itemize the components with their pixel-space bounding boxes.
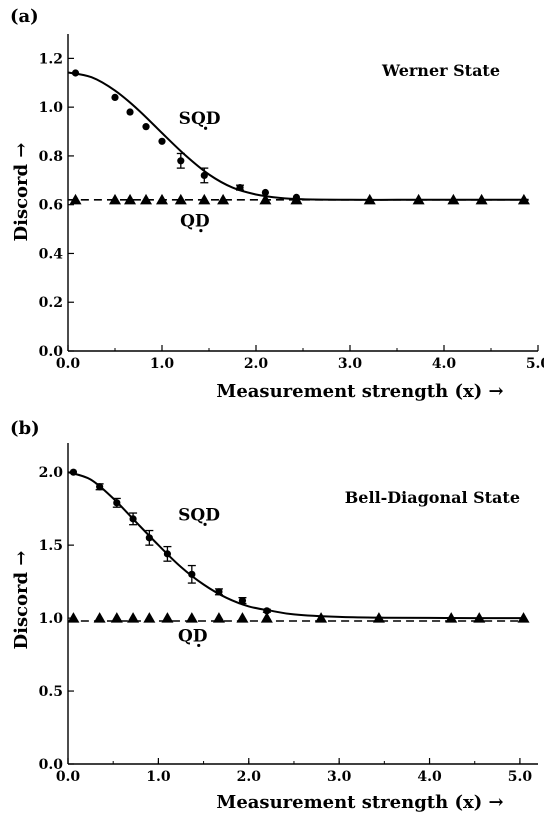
x-tick-label: 0.0 bbox=[56, 356, 81, 372]
sqd-point bbox=[261, 188, 269, 197]
qd-point bbox=[260, 612, 273, 623]
annotation-sqd: SQD bbox=[178, 505, 220, 525]
qd-point bbox=[185, 612, 198, 623]
x-tick-label: 0.0 bbox=[56, 769, 81, 785]
x-tick-label: 1.0 bbox=[150, 356, 175, 372]
fit-curve bbox=[67, 471, 524, 620]
sqd-point bbox=[177, 157, 185, 165]
qd-point bbox=[127, 612, 140, 623]
x-axis-label: Measurement strength (x) → bbox=[216, 381, 503, 402]
qd-point bbox=[109, 193, 121, 205]
y-tick-label: 0.5 bbox=[39, 684, 63, 700]
x-tick-label: 5.0 bbox=[526, 356, 544, 372]
y-tick-label: 1.5 bbox=[39, 538, 63, 554]
y-tick-label: 0.2 bbox=[39, 295, 63, 311]
y-tick-label: 0.0 bbox=[39, 344, 64, 360]
x-tick-label: 4.0 bbox=[417, 769, 442, 785]
state-title: Bell-Diagonal State bbox=[345, 488, 520, 507]
annotation-sqd: SQD bbox=[179, 109, 221, 129]
annotation-qd: QD bbox=[180, 212, 210, 232]
sqd-point bbox=[111, 93, 119, 101]
fit-curve bbox=[67, 71, 529, 201]
qd-point bbox=[93, 612, 106, 623]
qd-point bbox=[236, 612, 249, 623]
annotation-pointer bbox=[197, 643, 201, 648]
panel-bell-diagonal-state: 0.0 1.0 2.0 3.0 4.0 5.0 0.0 0.5 1.0 1.5 2.0 (b) Bell… bbox=[10, 418, 538, 813]
qd-point bbox=[67, 612, 80, 623]
qd-point bbox=[217, 193, 230, 205]
sqd-point bbox=[142, 123, 150, 131]
y-tick-label: 0.8 bbox=[39, 149, 63, 165]
y-axis-label: Discord → bbox=[11, 143, 32, 242]
sqd-point bbox=[158, 137, 166, 145]
qd-point bbox=[124, 193, 137, 205]
y-axis-label: Discord → bbox=[11, 551, 32, 650]
qd-point bbox=[143, 612, 156, 623]
y-tick-label: 0.0 bbox=[39, 757, 64, 773]
panel-label: (a) bbox=[10, 6, 39, 27]
y-tick-label: 0.6 bbox=[39, 198, 63, 214]
x-tick-label: 4.0 bbox=[432, 356, 457, 372]
panel-label: (b) bbox=[10, 418, 40, 439]
x-tick-label: 2.0 bbox=[244, 356, 269, 372]
qd-point bbox=[161, 612, 174, 623]
state-title: Werner State bbox=[381, 61, 500, 80]
y-tick-label: 1.2 bbox=[39, 51, 63, 67]
y-tick-label: 1.0 bbox=[39, 100, 64, 116]
annotation-pointer bbox=[204, 126, 208, 130]
qd-point bbox=[174, 193, 187, 205]
y-tick-label: 1.0 bbox=[39, 611, 64, 627]
qd-point bbox=[110, 612, 123, 623]
y-tick-label: 2.0 bbox=[39, 465, 64, 481]
x-tick-label: 3.0 bbox=[327, 769, 352, 785]
annotation-pointer bbox=[203, 522, 207, 526]
x-tick-label: 1.0 bbox=[146, 769, 171, 785]
y-tick-label: 0.4 bbox=[39, 246, 64, 262]
x-tick-label: 5.0 bbox=[508, 769, 533, 785]
qd-point bbox=[212, 612, 225, 623]
annotation-pointer bbox=[199, 229, 203, 233]
sqd-point bbox=[238, 596, 247, 605]
x-axis-label: Measurement strength (x) → bbox=[216, 792, 503, 813]
panel-werner-state: 0.0 1.0 2.0 3.0 4.0 5.0 0.0 0.2 0.4 0.6 0.8 1.0 1.2 (… bbox=[10, 6, 544, 402]
qd-point bbox=[517, 612, 530, 623]
annotation-qd: QD bbox=[178, 626, 208, 646]
sqd-point bbox=[126, 108, 134, 116]
x-tick-label: 3.0 bbox=[338, 356, 363, 372]
qd-point bbox=[315, 612, 328, 623]
sqd-point bbox=[145, 534, 153, 542]
x-tick-label: 2.0 bbox=[237, 769, 262, 785]
